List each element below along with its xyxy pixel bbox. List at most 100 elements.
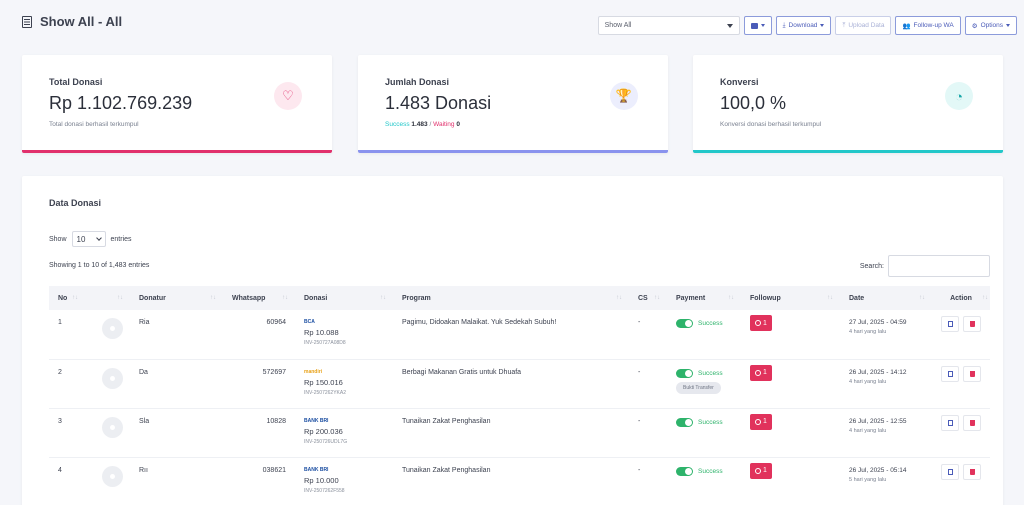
payment-toggle[interactable] [676,466,693,476]
avatar [102,416,123,438]
col-payment[interactable]: Payment ↑↓ [676,294,734,302]
col-program[interactable]: Program ↑↓ [402,294,622,302]
sort-icon: ↑↓ [72,295,78,301]
trophy-icon: 🏆 [610,82,638,110]
program-name: Pagimu, Didoakan Malaikat. Yuk Sedekah S… [393,310,629,360]
document-icon [947,419,953,426]
page-length-select[interactable]: 10 [71,231,106,247]
document-icon [22,15,32,28]
col-no[interactable]: No ↑↓ [58,294,78,302]
show-label: Show [49,235,67,243]
waiting-label: Waiting [433,121,455,128]
document-icon [947,468,953,475]
whatsapp-icon [755,418,762,425]
jumlah-donasi-card: Jumlah Donasi 1.483 Donasi Success 1.483… [358,55,668,153]
view-button[interactable] [941,365,959,382]
card-value: 100,0 % [720,93,787,113]
donation-date: 27 Jul, 2025 - 04:59 [849,319,907,326]
whatsapp-number: 10828 [223,408,295,458]
trash-icon [969,370,975,377]
followup-wa-button[interactable]: 1 [750,413,772,430]
gear-icon: ⚙ [971,22,978,30]
row-no: 3 [49,408,87,458]
col-action[interactable]: Action ↑↓ [950,294,988,302]
table-row: 4 Rıı 038621 BANK BRI Rp 10.000 INV-2507… [49,457,990,505]
bank-logo: BANK BRI [304,417,329,424]
col-whatsapp[interactable]: Whatsapp ↑↓ [232,294,288,302]
payment-toggle[interactable] [676,319,693,328]
view-button[interactable] [941,463,959,480]
trash-icon [969,419,975,426]
invoice-number: INV-2507262F558 [304,487,345,494]
followup-wa-button[interactable]: 👥 Follow-up WA [895,16,961,35]
cs-value: - [629,408,667,458]
users-icon: 👥 [902,22,911,30]
invoice-number: INV-2507262YKA2 [304,389,346,396]
upload-label: Upload Data [848,22,885,29]
heart-icon: ♡ [274,82,302,110]
donatur-name: Da [130,359,223,409]
download-button[interactable]: ⤓ Download [775,16,832,35]
panel-title: Data Donasi [49,198,102,208]
sort-icon: ↑↓ [728,295,734,301]
delete-button[interactable] [963,316,981,332]
donation-amount: Rp 150.016 [304,377,343,387]
sort-icon: ↑↓ [982,295,988,301]
donatur-name: Rıı [130,457,223,505]
sort-icon: ↑↓ [282,295,288,301]
total-donasi-card: Total Donasi Rp 1.102.769.239 Total dona… [22,55,332,153]
columns-button[interactable] [743,16,772,35]
col-followup[interactable]: Followup ↑↓ [750,294,833,302]
payment-status: Success [698,369,723,377]
toolbar: Show All ⤓ Download ⤒ Upload Data 👥 Foll… [597,16,1017,35]
payment-toggle[interactable] [676,417,693,427]
trash-icon [969,321,975,327]
page-title: Show All - All [22,14,122,29]
sort-icon: ↑↓ [380,295,386,301]
col-donatur[interactable]: Donatur ↑↓ [139,294,216,302]
col-donasi[interactable]: Donasi ↑↓ [304,294,386,302]
page-title-text: Show All - All [40,14,123,29]
program-name: Berbagi Makanan Gratis untuk Dhuafa [393,359,629,409]
success-label: Success [385,121,410,128]
cs-value: - [629,310,667,360]
payment-toggle[interactable] [676,368,693,378]
delete-button[interactable] [963,414,981,431]
trash-icon [969,468,975,475]
bukti-transfer-badge[interactable]: Bukti Transfer [676,381,721,394]
card-subtitle: Total donasi berhasil terkumpul [49,121,139,128]
sort-icon: ↑↓ [654,295,660,301]
whatsapp-number: 60964 [223,310,295,360]
filter-select[interactable]: Show All [597,16,740,35]
donatur-name: Sla [130,408,223,458]
options-button[interactable]: ⚙ Options [964,16,1017,35]
upload-data-button[interactable]: ⤒ Upload Data [835,16,892,35]
followup-count: 1 [763,369,767,376]
whatsapp-icon [755,467,762,474]
konversi-card: Konversi 100,0 % Konversi donasi berhasi… [693,55,1003,153]
followup-wa-button[interactable]: 1 [750,315,772,331]
col-date[interactable]: Date ↑↓ [849,294,925,302]
followup-wa-button[interactable]: 1 [750,364,772,381]
search-input[interactable] [888,255,990,277]
payment-status: Success [698,467,723,475]
followup-count: 1 [763,467,767,474]
donatur-name: Ria [130,310,223,360]
delete-button[interactable] [963,463,981,480]
row-no: 1 [49,310,87,360]
filter-select-value: Show All [604,22,632,29]
card-subtitle: Success 1.483 / Waiting 0 [385,121,460,128]
view-button[interactable] [941,414,959,431]
donation-amount: Rp 200.036 [304,426,343,436]
followup-count: 1 [763,418,767,425]
col-cs[interactable]: CS ↑↓ [638,294,660,302]
invoice-number: INV-250727A08D8 [304,340,346,346]
whatsapp-icon [755,369,762,376]
followup-wa-button[interactable]: 1 [750,462,772,479]
bank-logo: mandiri [304,368,323,375]
col-avatar[interactable]: ↑↓ [87,286,130,310]
delete-button[interactable] [963,365,981,382]
followup-count: 1 [763,319,767,327]
view-button[interactable] [941,316,959,332]
card-accent-bar [22,150,332,153]
